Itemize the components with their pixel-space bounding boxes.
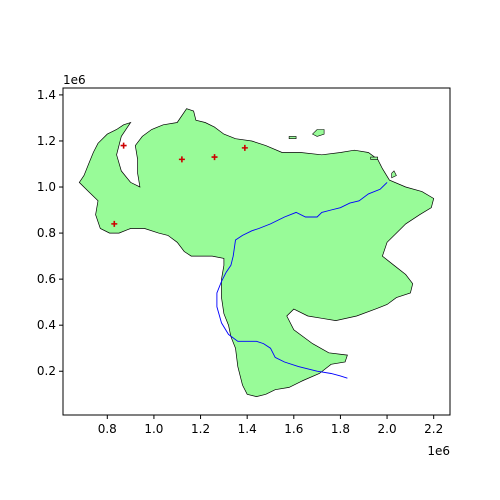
island-polygon — [311, 129, 325, 137]
x-tick-label: 0.8 — [98, 422, 117, 436]
city-points-layer — [111, 142, 248, 227]
y-tick-label: 1.4 — [37, 88, 56, 102]
island-polygon — [288, 136, 297, 139]
y-tick-label: 0.6 — [37, 272, 56, 286]
x-tick-label: 1.4 — [238, 422, 257, 436]
y-axis: 0.2 0.4 0.6 0.8 1.0 1.2 1.4 — [37, 88, 63, 378]
x-tick-label: 2.0 — [378, 422, 397, 436]
island-polygon — [370, 156, 378, 160]
y-tick-label: 0.2 — [37, 364, 56, 378]
plot-area — [78, 108, 435, 397]
y-tick-label: 1.2 — [37, 134, 56, 148]
x-tick-label: 2.2 — [424, 422, 443, 436]
river-line — [216, 182, 388, 379]
x-tick-label: 1.6 — [284, 422, 303, 436]
city-marker — [111, 220, 118, 227]
x-tick-label: 1.8 — [331, 422, 350, 436]
x-tick-label: 1.2 — [191, 422, 210, 436]
river-layer — [216, 182, 388, 379]
island-polygon — [391, 170, 397, 179]
y-tick-label: 0.8 — [37, 226, 56, 240]
x-axis: 0.8 1.0 1.2 1.4 1.6 1.8 2.0 2.2 — [98, 415, 443, 436]
y-tick-label: 1.0 — [37, 180, 56, 194]
city-marker — [211, 154, 218, 161]
city-marker — [178, 156, 185, 163]
y-offset-label: 1e6 — [63, 73, 86, 87]
city-marker — [120, 142, 127, 149]
country-polygon — [78, 108, 435, 397]
axes-frame — [62, 87, 451, 416]
y-tick-label: 0.4 — [37, 318, 56, 332]
x-tick-label: 1.0 — [144, 422, 163, 436]
x-offset-label: 1e6 — [427, 444, 450, 458]
land-layer — [78, 108, 435, 397]
city-marker — [241, 144, 248, 151]
